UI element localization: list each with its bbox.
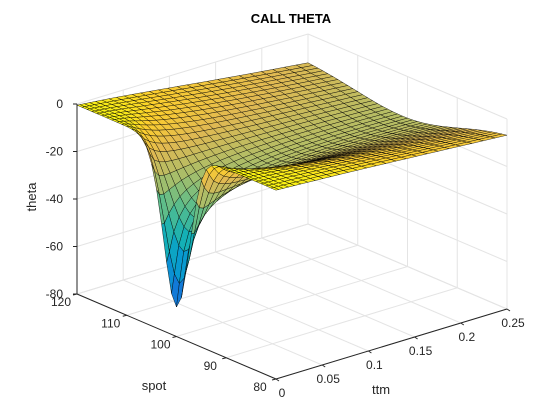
x-tick-label: 0: [279, 386, 286, 400]
z-tick-label: -40: [46, 192, 64, 206]
x-tick-label: 0.15: [409, 344, 433, 358]
x-tick-label: 0.1: [366, 358, 383, 372]
y-tick-label: 120: [51, 295, 71, 309]
grid-line: [176, 266, 408, 337]
x-axis-label: ttm: [372, 382, 390, 397]
x-tick-mark: [275, 378, 280, 382]
z-tick-label: 0: [56, 97, 63, 111]
x-tick-label: 0.25: [501, 316, 525, 330]
x-tick-label: 0.05: [317, 372, 341, 386]
chart-title: CALL THETA: [251, 11, 332, 26]
axis-ticks: 0 0.05 0.1 0.15 0.2 0.25 80 90 100 110 120-80 -60 -4…: [46, 97, 525, 400]
x-tick-mark: [321, 364, 326, 368]
x-tick-mark: [506, 308, 511, 312]
x-tick-mark: [368, 350, 372, 354]
y-tick-label: 110: [101, 316, 120, 330]
theta-surface: [76, 62, 508, 308]
grid-line: [307, 176, 508, 262]
y-axis-label: spot: [142, 378, 167, 393]
x-tick-mark: [414, 336, 418, 340]
z-tick-label: -20: [46, 145, 64, 159]
grid-line: [76, 223, 309, 295]
y-tick-label: 80: [253, 380, 267, 394]
z-tick-label: -80: [46, 287, 64, 301]
y-tick-label: 100: [150, 338, 170, 352]
x-tick-label: 0.2: [458, 330, 475, 344]
x-tick-mark: [460, 322, 465, 326]
surface-patch: [270, 187, 280, 191]
x-axis-line: [275, 308, 508, 380]
y-tick-mark: [122, 314, 127, 317]
z-tick-label: -60: [46, 240, 64, 254]
y-tick-label: 90: [204, 359, 218, 373]
grid-line: [307, 33, 508, 120]
grid-line: [126, 244, 358, 316]
y-tick-mark: [222, 357, 227, 360]
y-tick-mark: [172, 336, 177, 338]
y-tick-mark: [271, 378, 277, 381]
z-axis-label: theta: [24, 182, 39, 212]
grid-line: [76, 33, 309, 105]
grid-line: [226, 287, 458, 359]
